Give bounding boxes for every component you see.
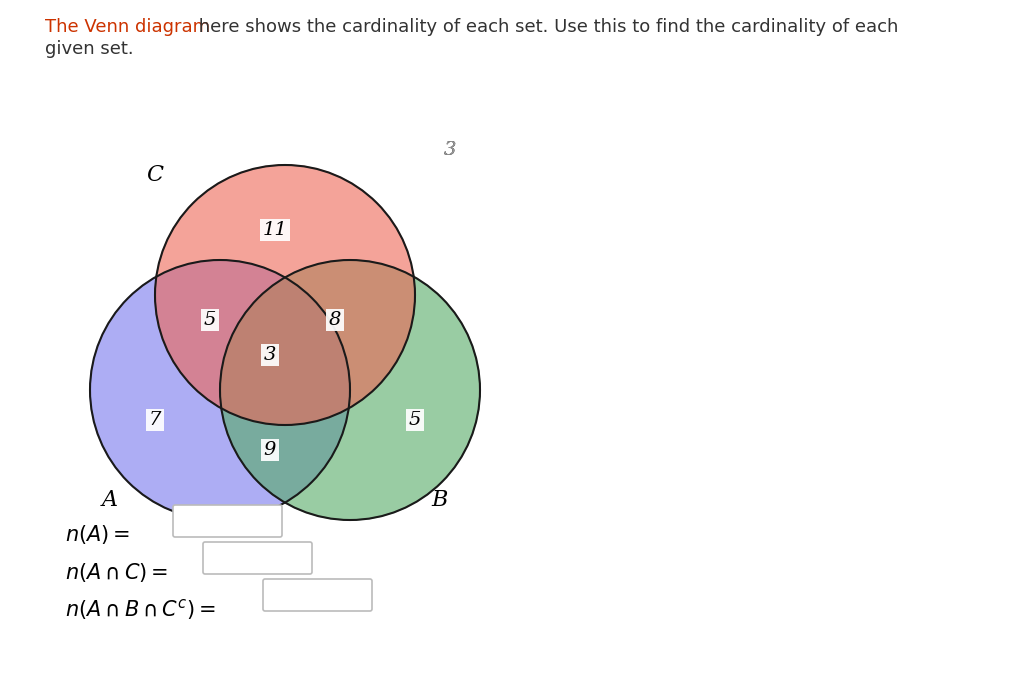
FancyBboxPatch shape bbox=[263, 579, 372, 611]
Circle shape bbox=[155, 165, 415, 425]
Text: 9: 9 bbox=[264, 441, 276, 459]
Circle shape bbox=[90, 260, 350, 520]
Text: given set.: given set. bbox=[45, 40, 133, 58]
Text: A: A bbox=[102, 489, 118, 511]
FancyBboxPatch shape bbox=[203, 542, 312, 574]
Text: C: C bbox=[147, 164, 164, 186]
Text: 11: 11 bbox=[263, 221, 287, 239]
Text: here shows the cardinality of each set. Use this to find the cardinality of each: here shows the cardinality of each set. … bbox=[193, 18, 898, 36]
Text: $n(A \cap B \cap C^c) =$: $n(A \cap B \cap C^c) =$ bbox=[65, 597, 216, 622]
Text: 5: 5 bbox=[204, 311, 216, 329]
FancyBboxPatch shape bbox=[173, 505, 282, 537]
Text: 3: 3 bbox=[264, 346, 276, 364]
Text: 3: 3 bbox=[444, 141, 456, 159]
Text: 3: 3 bbox=[444, 141, 456, 159]
Text: B: B bbox=[432, 489, 448, 511]
Circle shape bbox=[220, 260, 480, 520]
Text: The Venn diagram: The Venn diagram bbox=[45, 18, 210, 36]
Text: $n(A \cap C) =$: $n(A \cap C) =$ bbox=[65, 561, 168, 584]
Text: 5: 5 bbox=[409, 411, 421, 429]
Text: 8: 8 bbox=[329, 311, 341, 329]
Text: 7: 7 bbox=[149, 411, 161, 429]
Text: $n(A) =$: $n(A) =$ bbox=[65, 523, 130, 546]
